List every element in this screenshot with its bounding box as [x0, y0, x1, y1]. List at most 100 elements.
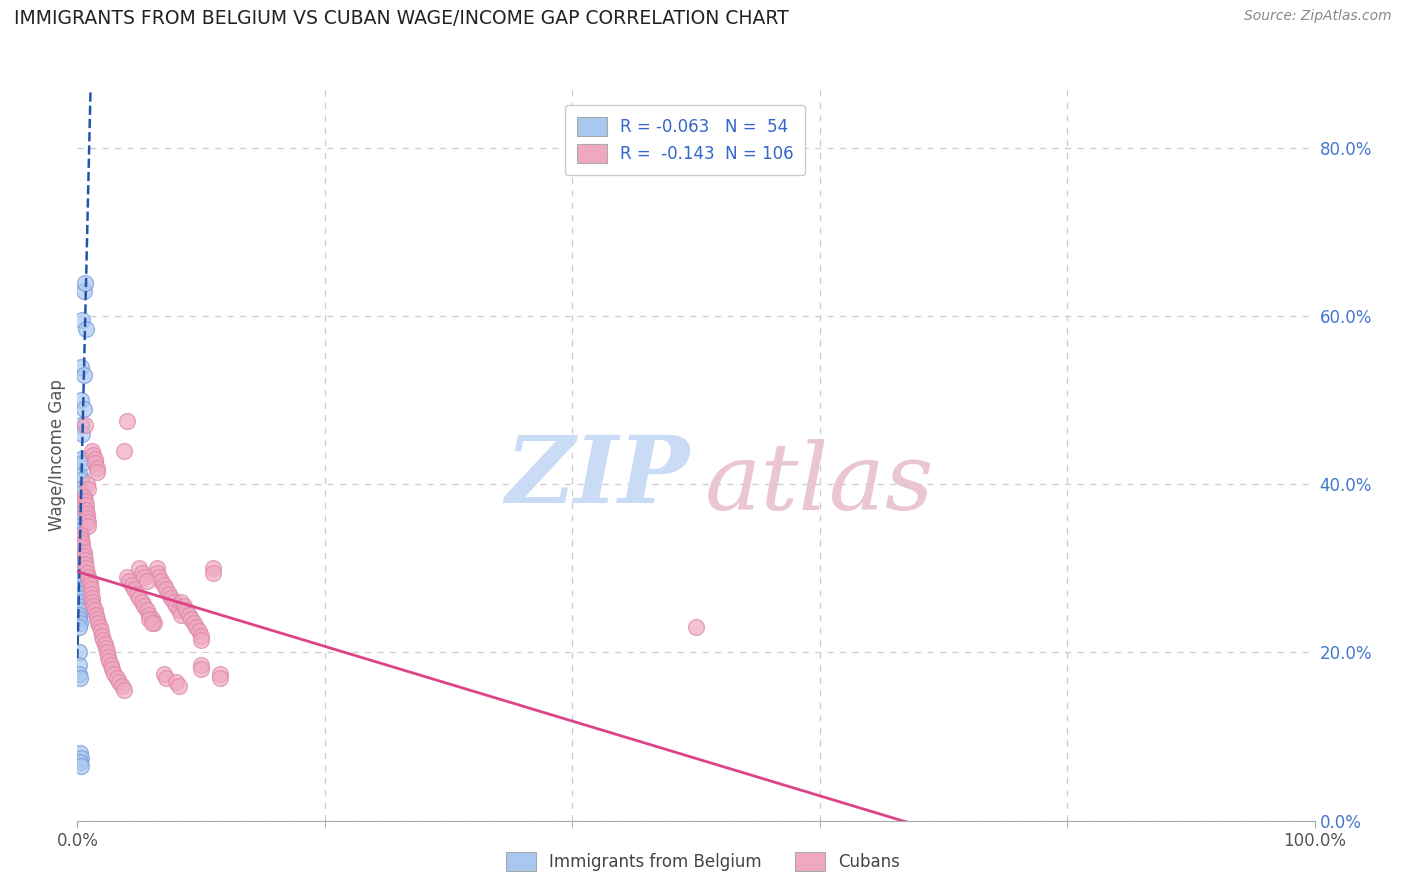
Point — [69, 544, 91, 558]
Text: atlas: atlas — [704, 439, 935, 529]
Point — [86, 465, 108, 479]
Point — [73, 418, 96, 433]
Point — [67, 574, 90, 588]
Point — [69, 482, 91, 496]
Point — [75, 561, 97, 575]
Point — [165, 674, 187, 689]
Point — [112, 683, 135, 698]
Point — [72, 544, 94, 558]
Point — [150, 574, 173, 588]
Point — [73, 276, 96, 290]
Point — [190, 658, 212, 673]
Point — [70, 418, 93, 433]
Point — [86, 612, 108, 626]
Point — [82, 448, 104, 462]
Point — [91, 632, 114, 647]
Point — [67, 515, 90, 529]
Point — [82, 443, 104, 458]
Point — [70, 452, 93, 467]
Point — [67, 612, 90, 626]
Point — [121, 578, 143, 592]
Point — [89, 620, 111, 634]
Point — [148, 570, 170, 584]
Point — [67, 658, 90, 673]
Point — [91, 629, 114, 643]
Point — [69, 519, 91, 533]
Point — [67, 507, 90, 521]
Point — [67, 645, 90, 659]
Point — [83, 456, 105, 470]
Point — [69, 469, 91, 483]
Point — [101, 662, 124, 676]
Legend: Immigrants from Belgium, Cubans: Immigrants from Belgium, Cubans — [498, 843, 908, 880]
Point — [170, 607, 193, 622]
Point — [67, 524, 90, 538]
Point — [82, 591, 104, 605]
Point — [83, 603, 105, 617]
Point — [208, 666, 231, 681]
Point — [98, 654, 121, 668]
Point — [111, 679, 134, 693]
Point — [190, 632, 212, 647]
Point — [86, 460, 108, 475]
Point — [145, 566, 167, 580]
Point — [77, 482, 100, 496]
Point — [72, 401, 94, 416]
Point — [163, 595, 186, 609]
Point — [75, 322, 97, 336]
Point — [155, 671, 177, 685]
Point — [87, 616, 110, 631]
Point — [76, 507, 98, 521]
Point — [67, 603, 90, 617]
Point — [73, 558, 96, 572]
Point — [75, 499, 97, 513]
Point — [72, 549, 94, 563]
Point — [94, 641, 117, 656]
Point — [67, 587, 90, 601]
Point — [69, 528, 91, 542]
Point — [173, 599, 195, 614]
Point — [79, 578, 101, 592]
Point — [208, 671, 231, 685]
Point — [103, 666, 125, 681]
Point — [70, 359, 93, 374]
Point — [73, 553, 96, 567]
Point — [67, 532, 90, 546]
Point — [76, 511, 98, 525]
Point — [131, 595, 153, 609]
Point — [75, 502, 97, 516]
Point — [100, 658, 122, 673]
Point — [190, 662, 212, 676]
Point — [202, 561, 225, 575]
Point — [69, 570, 91, 584]
Point — [82, 599, 104, 614]
Point — [145, 561, 167, 575]
Point — [70, 485, 93, 500]
Point — [72, 368, 94, 382]
Point — [80, 582, 103, 597]
Point — [153, 666, 176, 681]
Point — [67, 599, 90, 614]
Point — [67, 549, 90, 563]
Point — [76, 566, 98, 580]
Point — [93, 637, 115, 651]
Point — [96, 645, 118, 659]
Point — [67, 541, 90, 555]
Point — [73, 494, 96, 508]
Point — [167, 679, 190, 693]
Point — [118, 574, 141, 588]
Point — [105, 671, 128, 685]
Point — [82, 595, 104, 609]
Point — [128, 591, 150, 605]
Y-axis label: Wage/Income Gap: Wage/Income Gap — [48, 379, 66, 531]
Point — [183, 616, 205, 631]
Point — [69, 511, 91, 525]
Point — [69, 616, 91, 631]
Point — [190, 629, 212, 643]
Legend: R = -0.063   N =  54, R =  -0.143  N = 106: R = -0.063 N = 54, R = -0.143 N = 106 — [565, 105, 806, 175]
Point — [72, 313, 94, 327]
Point — [138, 607, 160, 622]
Point — [90, 624, 112, 639]
Point — [67, 591, 90, 605]
Point — [70, 393, 93, 408]
